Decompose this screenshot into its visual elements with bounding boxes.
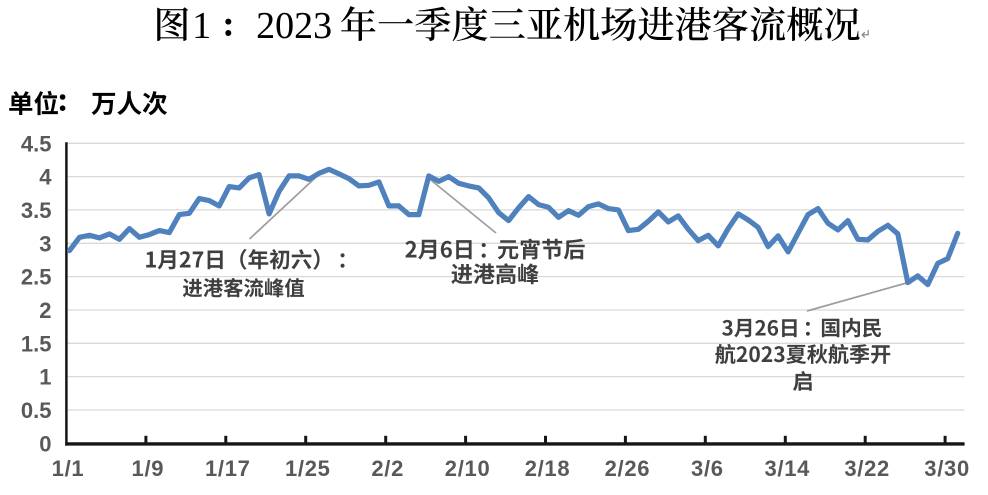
svg-text:2/18: 2/18 [525,456,571,481]
svg-text:3/30: 3/30 [924,456,970,481]
svg-text:4: 4 [39,165,52,190]
svg-text:1/25: 1/25 [285,456,331,481]
svg-text:2/26: 2/26 [605,456,651,481]
svg-text:2/10: 2/10 [445,456,491,481]
svg-text:2.5: 2.5 [21,265,52,290]
svg-text:1.5: 1.5 [21,331,52,356]
svg-text:3.5: 3.5 [21,198,52,223]
svg-text:2: 2 [39,298,51,323]
svg-text:3: 3 [39,231,51,256]
svg-text:2/2: 2/2 [371,456,404,481]
svg-text:1: 1 [39,365,51,390]
svg-text:3/6: 3/6 [691,456,724,481]
svg-text:0.5: 0.5 [21,398,52,423]
svg-text:3/14: 3/14 [764,456,810,481]
svg-text:1/17: 1/17 [205,456,251,481]
svg-text:1/1: 1/1 [52,456,85,481]
svg-text:0: 0 [39,431,51,456]
svg-text:4.5: 4.5 [21,131,52,156]
svg-text:1/9: 1/9 [132,456,165,481]
svg-text:3/22: 3/22 [844,456,890,481]
